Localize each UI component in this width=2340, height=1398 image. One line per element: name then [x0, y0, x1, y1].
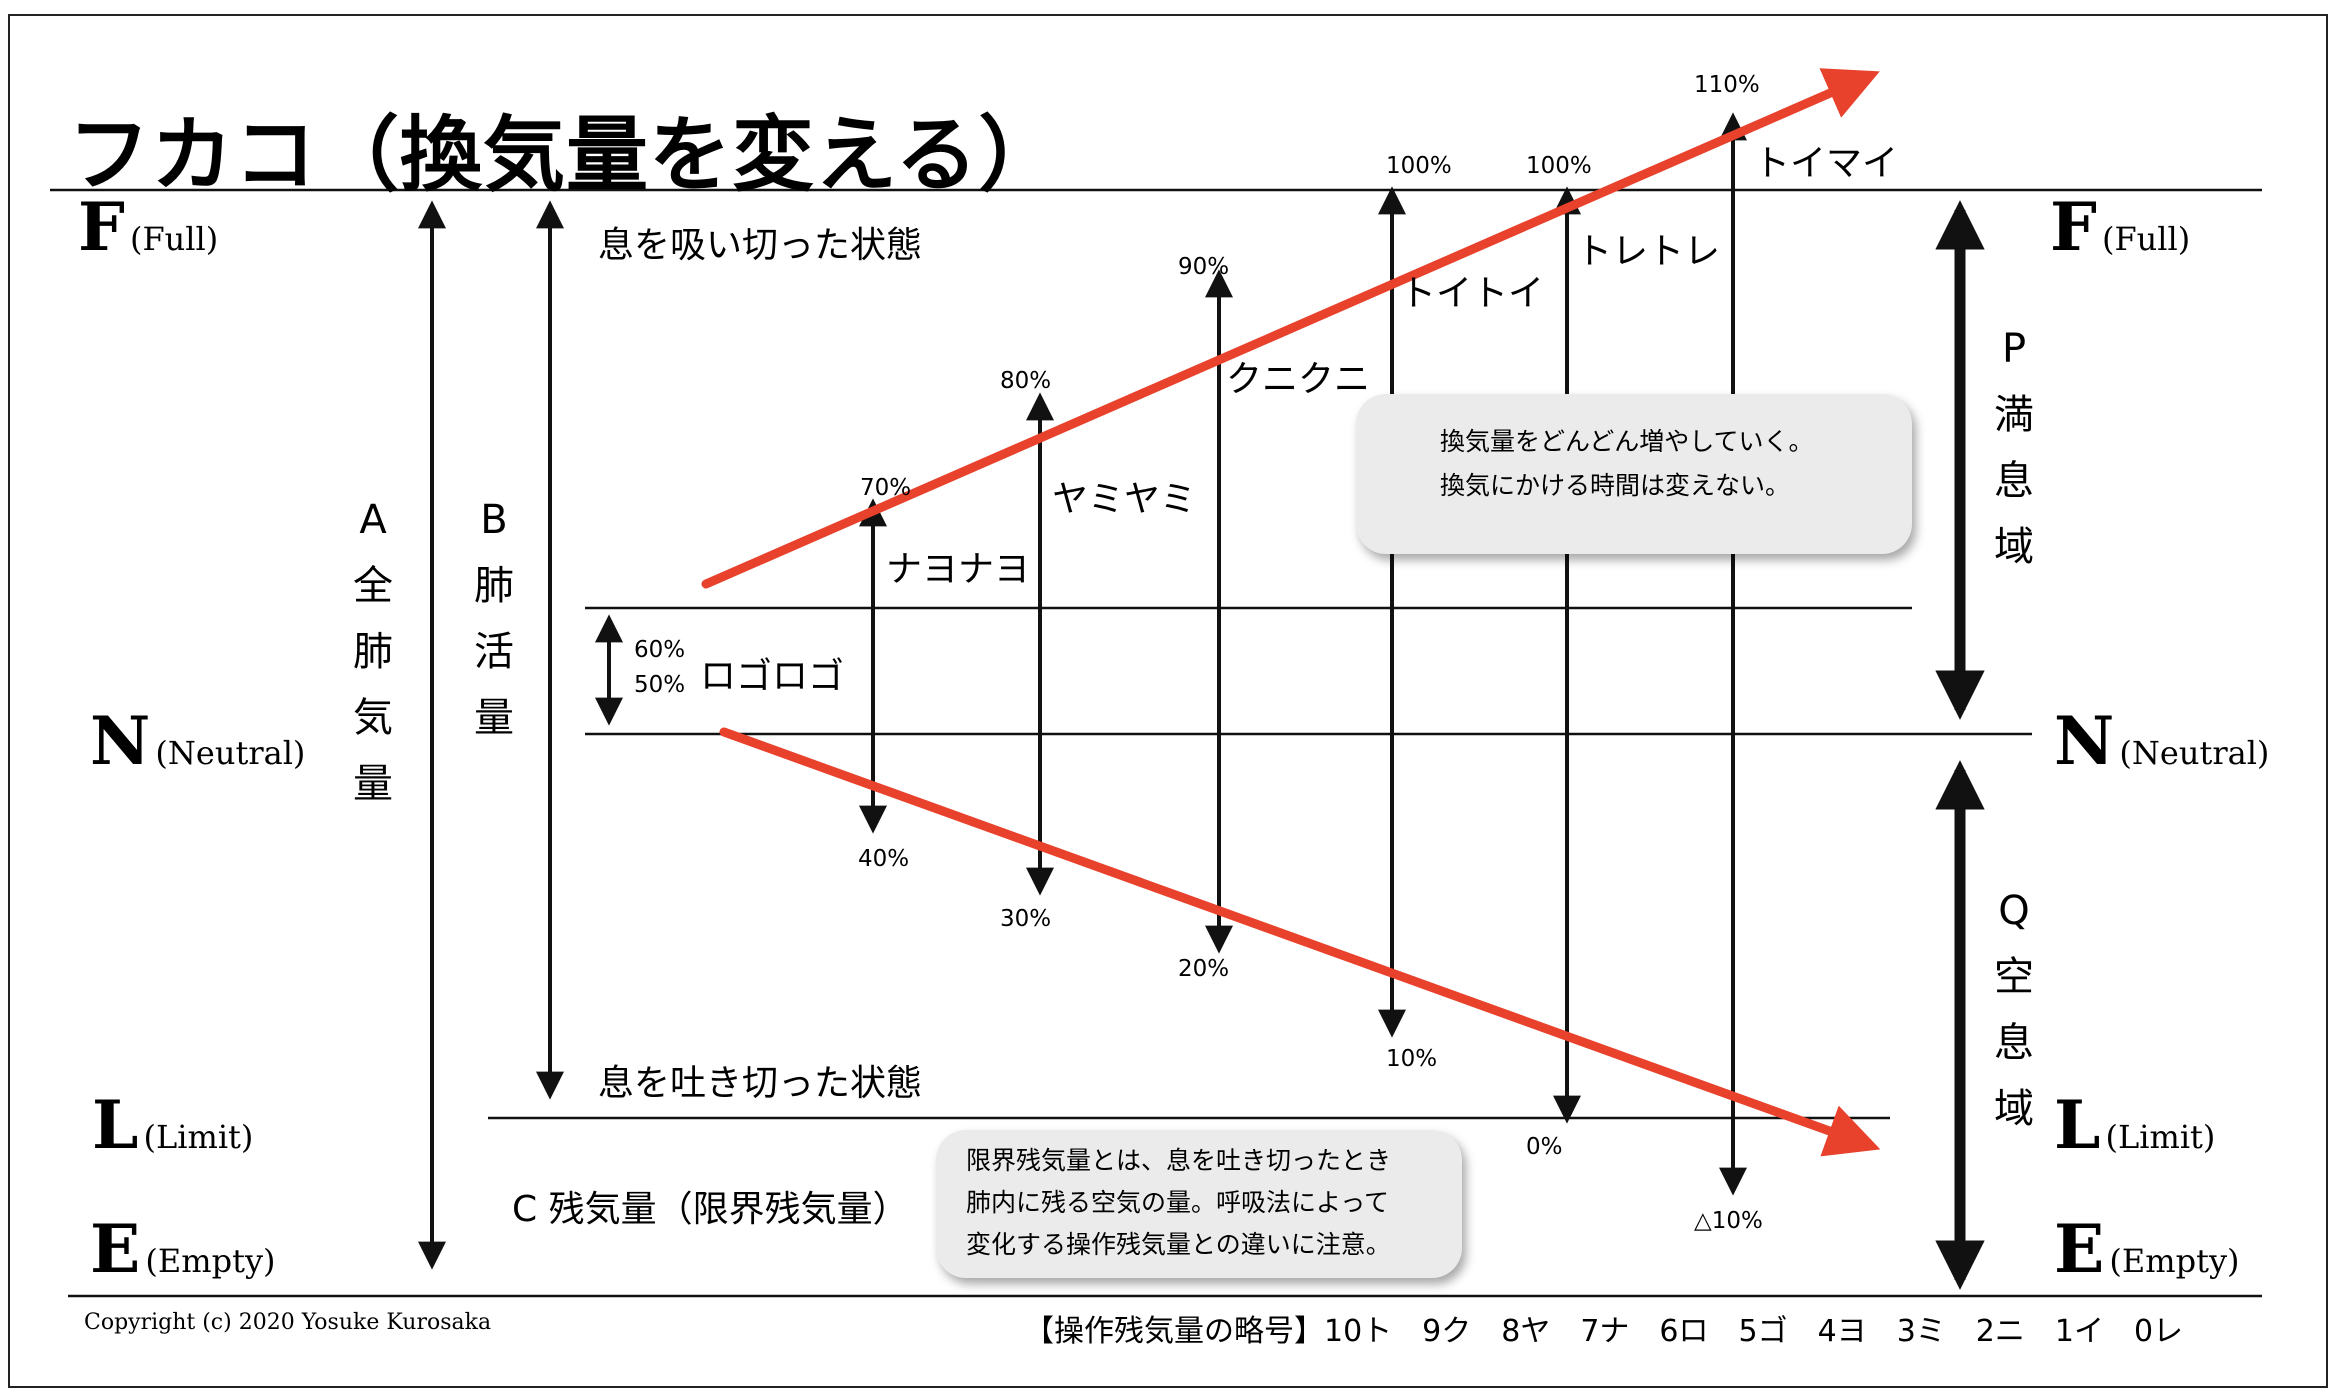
- pct-bottom-toimai: △10%: [1694, 1208, 1763, 1234]
- exhale-state-label: 息を吐き切った状態: [598, 1063, 923, 1104]
- increase-trend-arrow: [701, 68, 1880, 589]
- zone-e-right: E (Empty): [2054, 1210, 2240, 1288]
- zone-l-left: L (Limit): [92, 1086, 254, 1164]
- residual-volume-label: C 残気量（限界残気量）: [512, 1189, 909, 1230]
- pct-top-toitoi: 100%: [1386, 153, 1452, 179]
- pct-top-toretore: 100%: [1526, 153, 1592, 179]
- pct-top-rogorogo: 60%: [634, 637, 686, 663]
- level-name-nayonayo: ナヨナヨ: [886, 549, 1031, 590]
- pct-top-nayonayo: 70%: [860, 475, 912, 501]
- zone-n-right: N (Neutral): [2054, 702, 2270, 780]
- pct-bottom-nayonayo: 40%: [858, 846, 910, 872]
- zone-f-left: F (Full): [78, 188, 219, 266]
- zone-l-right: L (Limit): [2054, 1086, 2216, 1164]
- level-name-yamiyami: ヤミヤミ: [1052, 479, 1197, 520]
- note-residual-volume: 限界残気量とは、息を吐き切ったとき 肺内に残る空気の量。呼吸法によって 変化する操作…: [936, 1130, 1462, 1278]
- zone-f-right: F (Full): [2050, 188, 2191, 266]
- level-name-rogorogo: ロゴロゴ: [700, 656, 845, 697]
- copyright: Copyright (c) 2020 Yosuke Kurosaka: [84, 1310, 492, 1335]
- abbreviation-legend: 【操作残気量の略号】10ト 9ク 8ヤ 7ナ 6ロ 5ゴ 4ヨ 3ミ 2ニ 1イ…: [1024, 1314, 2184, 1349]
- pct-bottom-toretore: 0%: [1526, 1134, 1563, 1160]
- inhale-state-label: 息を吸い切った状態: [598, 225, 923, 266]
- level-name-toretore: トレトレ: [1576, 231, 1721, 272]
- pct-top-yamiyami: 80%: [1000, 368, 1052, 394]
- note-ventilation: 換気量をどんどん増やしていく。 換気にかける時間は変えない。: [1356, 394, 1912, 554]
- level-name-toitoi: トイトイ: [1400, 273, 1545, 314]
- pct-bottom-toitoi: 10%: [1386, 1046, 1438, 1072]
- pct-bottom-yamiyami: 30%: [1000, 906, 1052, 932]
- pct-bottom-rogorogo: 50%: [634, 672, 686, 698]
- level-name-toimai: トイマイ: [1754, 143, 1899, 184]
- pct-top-toimai: 110%: [1694, 72, 1760, 98]
- zone-n-left: N (Neutral): [90, 702, 306, 780]
- pct-bottom-kunikuni: 20%: [1178, 956, 1230, 982]
- level-name-kunikuni: クニクニ: [1226, 359, 1371, 400]
- pct-top-kunikuni: 90%: [1178, 254, 1230, 280]
- zone-e-left: E (Empty): [90, 1210, 276, 1288]
- diagram-frame: [8, 14, 2328, 1388]
- decrease-trend-arrow: [719, 727, 1881, 1157]
- page-title: フカコ（換気量を変える）: [68, 108, 1062, 203]
